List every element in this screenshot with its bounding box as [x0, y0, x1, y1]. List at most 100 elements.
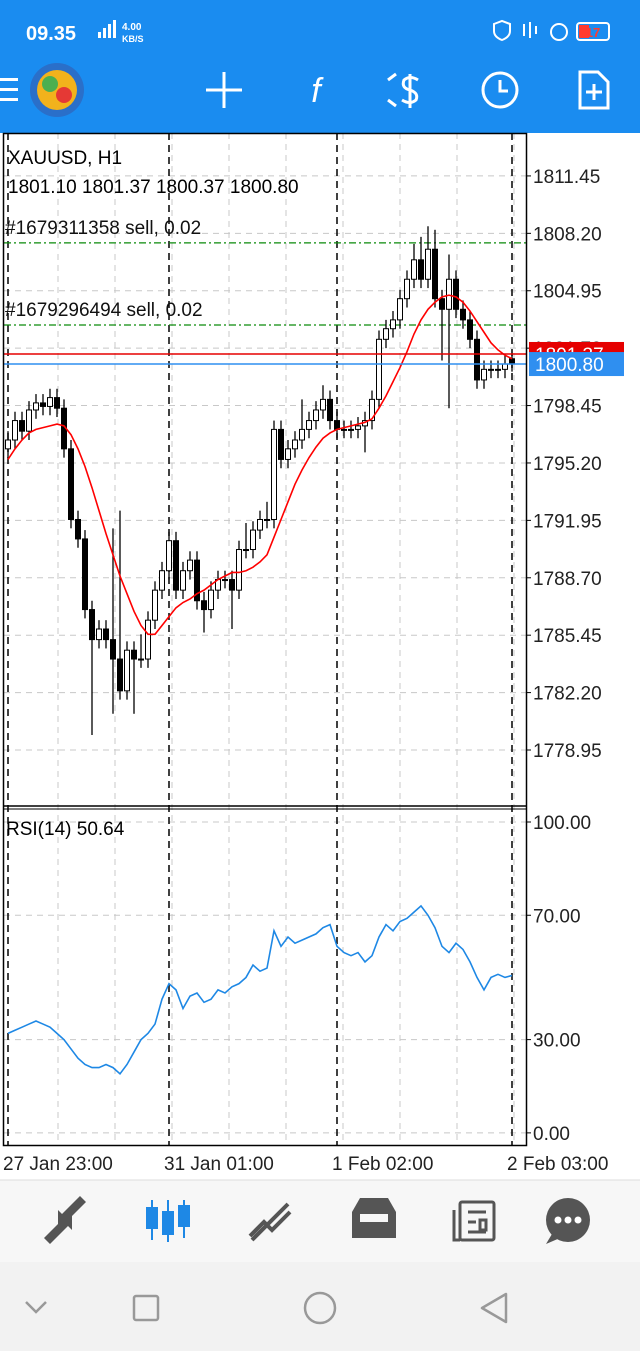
candle-body	[299, 428, 305, 441]
system-nav	[0, 1262, 640, 1351]
symbol-label: XAUUSD, H1	[8, 148, 122, 169]
candle-body	[306, 420, 312, 430]
candle-body	[54, 397, 60, 409]
candle-body	[250, 529, 256, 551]
candle-body	[397, 298, 403, 321]
y-tick-label: 30.00	[533, 1031, 581, 1052]
candle-body	[201, 600, 207, 611]
signal-icon	[98, 20, 116, 38]
candle-body	[40, 402, 46, 407]
net-speed-unit: KB/S	[122, 34, 144, 44]
y-tick-label: 1791.95	[533, 511, 602, 532]
candle-body	[327, 398, 333, 422]
candle-body	[495, 368, 501, 371]
candle-body	[271, 428, 277, 520]
candle-body	[243, 549, 249, 552]
candle-body	[117, 658, 123, 692]
candle-body	[12, 420, 18, 441]
y-tick-label: 100.00	[533, 813, 591, 834]
rsi-label: RSI(14) 50.64	[6, 819, 125, 840]
candle-body	[19, 420, 25, 432]
recents-button[interactable]	[132, 1294, 160, 1322]
candle-body	[26, 409, 32, 432]
candle-body	[509, 358, 515, 365]
candle-body	[124, 649, 130, 692]
candle-body	[292, 439, 298, 450]
candle-body	[166, 540, 172, 572]
candle-body	[432, 248, 438, 300]
chat-tab[interactable]	[546, 1198, 590, 1244]
menu-button[interactable]	[0, 78, 18, 101]
y-tick-label: 70.00	[533, 906, 581, 927]
candle-body	[285, 448, 291, 460]
candle-body	[460, 308, 466, 321]
candle-body	[103, 628, 109, 641]
candle-body	[488, 368, 494, 371]
candle-body	[278, 428, 284, 460]
y-tick-label: 1808.20	[533, 224, 602, 245]
chart-tab[interactable]	[146, 1200, 190, 1242]
news-tab[interactable]	[452, 1200, 496, 1242]
candle-body	[222, 579, 228, 582]
close-label: 1800.80	[230, 177, 299, 198]
clock: 09.35	[26, 23, 76, 45]
candle-body	[320, 398, 326, 411]
app-bar	[0, 0, 640, 133]
order-label: #1679311358 sell, 0.02	[5, 218, 201, 239]
candle-body	[187, 559, 193, 572]
chart-frame	[2, 132, 528, 1147]
ohlc-label: 1801.10 1801.37 1800.37 1800.80	[8, 177, 299, 198]
quotes-tab[interactable]	[44, 1196, 86, 1244]
net-speed: 4.00	[122, 22, 142, 33]
candle-body	[390, 319, 396, 330]
crosshair-button[interactable]	[206, 72, 242, 108]
x-tick-label: 1 Feb 02:00	[332, 1154, 433, 1175]
history-button[interactable]	[481, 71, 519, 109]
candle-body	[481, 368, 487, 381]
x-tick-label: 27 Jan 23:00	[3, 1154, 113, 1175]
hide-button[interactable]	[25, 1301, 47, 1314]
candle-body	[145, 619, 151, 660]
y-tick-label: 1785.45	[533, 626, 602, 647]
candle-body	[411, 259, 417, 280]
trade-button[interactable]	[387, 72, 419, 108]
high-label: 1801.37	[82, 177, 151, 198]
candle-body	[75, 518, 81, 540]
candle-body	[383, 328, 389, 340]
bottom-nav	[0, 1180, 640, 1262]
candle-body	[47, 397, 53, 407]
candle-body	[264, 518, 270, 521]
bid-label-box	[529, 352, 624, 377]
candle-body	[131, 649, 137, 660]
y-tick-label: 1795.20	[533, 454, 602, 475]
candle-body	[5, 439, 11, 450]
candle-body	[453, 278, 459, 310]
y-tick-label: 1798.45	[533, 397, 602, 418]
low-label: 1800.37	[156, 177, 225, 198]
home-button[interactable]	[303, 1291, 337, 1325]
y-tick-label: 1788.70	[533, 569, 602, 590]
candle-body	[194, 559, 200, 602]
candle-body	[439, 298, 445, 310]
candle-body	[82, 538, 88, 611]
candle-body	[313, 409, 319, 422]
candle-body	[138, 658, 144, 661]
rsi-value: 50.64	[77, 819, 125, 840]
history-tab[interactable]	[352, 1198, 396, 1238]
app-logo[interactable]	[30, 63, 84, 117]
candle-body	[152, 589, 158, 621]
trade-tab[interactable]	[248, 1202, 292, 1242]
candle-body	[229, 579, 235, 591]
candle-body	[96, 628, 102, 641]
candle-body	[236, 549, 242, 591]
candle-body	[33, 402, 39, 411]
new-order-button[interactable]	[578, 70, 610, 110]
bid-label: 1800.80	[535, 355, 604, 376]
status-icons	[493, 19, 568, 42]
candle-body	[257, 518, 263, 531]
back-button[interactable]	[480, 1292, 508, 1324]
order-label: #1679296494 sell, 0.02	[5, 300, 203, 321]
candle-body	[334, 420, 340, 430]
battery-level	[579, 25, 589, 38]
